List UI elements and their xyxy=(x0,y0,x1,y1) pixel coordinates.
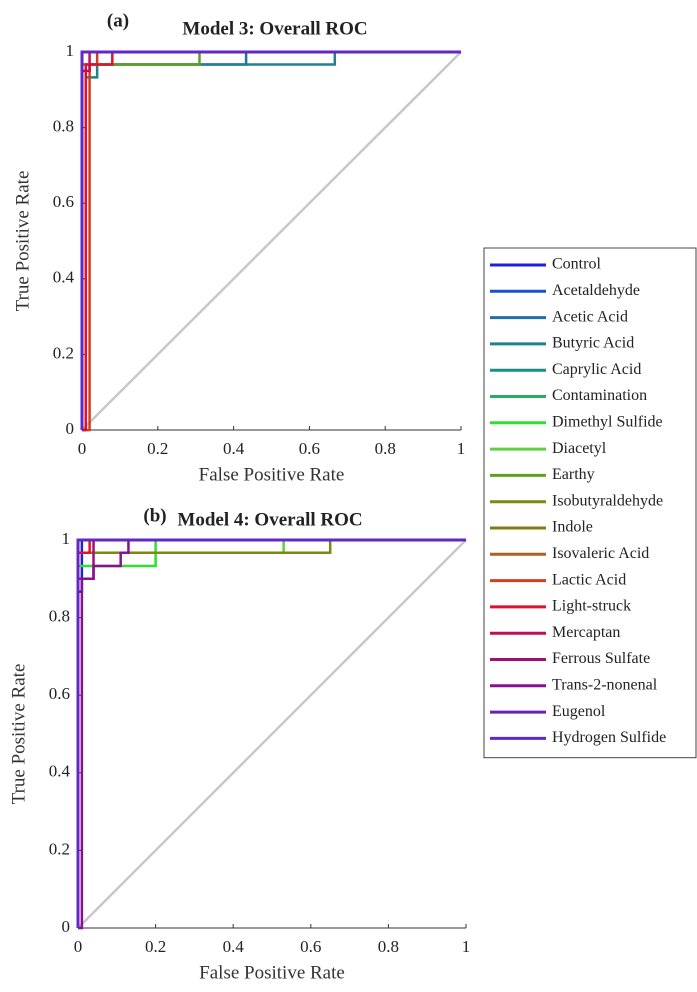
legend-label: Acetic Acid xyxy=(552,308,628,325)
y-tick-label: 0.6 xyxy=(49,684,70,703)
y-tick-label: 0.2 xyxy=(49,839,70,858)
legend-label: Eugenol xyxy=(552,703,606,720)
legend-label: Isobutyraldehyde xyxy=(552,492,663,509)
chart-title: Model 3: Overall ROC xyxy=(182,18,367,39)
panel-label: (b) xyxy=(143,505,166,526)
y-tick-label: 0.8 xyxy=(53,117,74,136)
x-tick-label: 0.6 xyxy=(299,439,320,458)
x-tick-label: 0.4 xyxy=(223,439,245,458)
chart-title: Model 4: Overall ROC xyxy=(177,509,362,530)
y-tick-label: 0.2 xyxy=(53,343,74,362)
x-tick-label: 0.2 xyxy=(145,937,166,956)
legend-label: Acetaldehyde xyxy=(552,282,640,299)
diagonal xyxy=(81,51,462,431)
legend-label: Dimethyl Sulfide xyxy=(552,413,663,430)
y-axis-label: True Positive Rate xyxy=(8,664,29,805)
x-tick-label: 1 xyxy=(457,439,466,458)
x-axis-label: False Positive Rate xyxy=(199,962,345,983)
roc-curve xyxy=(78,538,466,930)
y-tick-label: 0.4 xyxy=(53,268,75,287)
diagonal xyxy=(77,539,467,929)
x-tick-label: 0.2 xyxy=(147,439,168,458)
x-tick-label: 0 xyxy=(78,439,87,458)
roc-curve xyxy=(80,50,461,430)
legend-label: Diacetyl xyxy=(552,440,607,457)
legend-label: Control xyxy=(552,256,601,273)
x-tick-label: 1 xyxy=(462,937,471,956)
panel-label: (a) xyxy=(107,10,129,31)
roc-curve xyxy=(76,538,466,928)
x-tick-label: 0 xyxy=(74,937,83,956)
legend-label: Contamination xyxy=(552,387,647,404)
y-tick-label: 0 xyxy=(62,917,71,936)
legend-label: Butyric Acid xyxy=(552,335,634,352)
x-tick-label: 0.4 xyxy=(223,937,245,956)
legend-label: Lactic Acid xyxy=(552,571,626,588)
legend-label: Mercaptan xyxy=(552,624,620,641)
y-axis-label: True Positive Rate xyxy=(12,171,33,312)
legend-label: Light-struck xyxy=(552,598,631,615)
legend-label: Indole xyxy=(552,519,593,536)
y-tick-label: 0.8 xyxy=(49,607,70,626)
y-tick-label: 0.6 xyxy=(53,192,74,211)
y-tick-label: 1 xyxy=(66,41,75,60)
y-tick-label: 0 xyxy=(66,419,75,438)
legend-label: Ferrous Sulfate xyxy=(552,650,650,667)
legend-label: Caprylic Acid xyxy=(552,361,641,378)
legend-label: Hydrogen Sulfide xyxy=(552,729,666,746)
x-tick-label: 0.8 xyxy=(375,439,396,458)
y-tick-label: 0.4 xyxy=(49,762,71,781)
x-axis-label: False Positive Rate xyxy=(199,464,345,485)
legend-label: Trans-2-nonenal xyxy=(552,676,658,693)
x-tick-label: 0.6 xyxy=(300,937,321,956)
legend-label: Isovaleric Acid xyxy=(552,545,649,562)
y-tick-label: 1 xyxy=(62,529,71,548)
legend-label: Earthy xyxy=(552,466,595,483)
x-tick-label: 0.8 xyxy=(378,937,399,956)
